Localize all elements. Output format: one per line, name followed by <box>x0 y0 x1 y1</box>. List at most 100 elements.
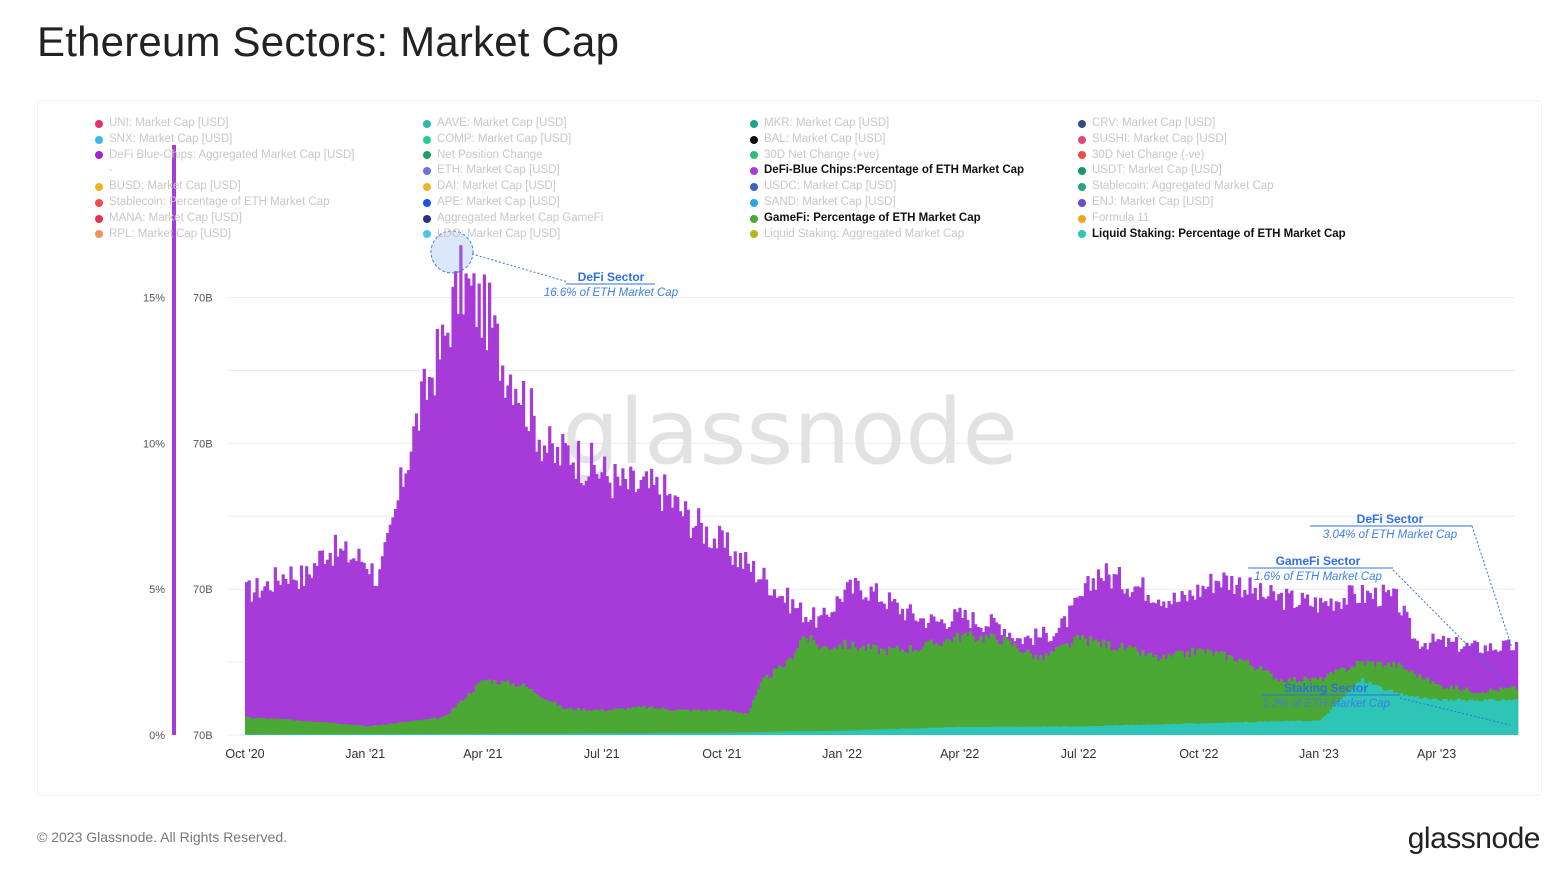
legend-item[interactable]: ETH: Market Cap [USD] <box>423 163 603 179</box>
chart-annotation: Staking Sector 1.2% of ETH Market Cap <box>1262 681 1511 726</box>
annotation-title: GameFi Sector <box>1276 554 1361 568</box>
legend-item[interactable]: DAI: Market Cap [USD] <box>423 179 603 195</box>
data-bar <box>1238 658 1242 735</box>
data-bar <box>707 732 711 735</box>
data-bar <box>663 733 667 735</box>
data-bar <box>1151 657 1155 735</box>
legend-item[interactable]: 30D Net Change (+ve) <box>750 148 1024 164</box>
data-bar <box>446 733 450 735</box>
data-bar <box>1146 653 1150 735</box>
data-bar <box>872 644 876 735</box>
legend-item[interactable]: - <box>95 163 354 179</box>
legend-item[interactable]: DeFi Blue-Chips: Aggregated Market Cap [… <box>95 148 354 164</box>
data-bar <box>955 632 959 735</box>
data-bar <box>1021 653 1025 735</box>
data-bar <box>1078 639 1082 735</box>
legend-item[interactable]: SAND: Market Cap [USD] <box>750 195 1024 211</box>
data-bar <box>532 733 536 735</box>
legend-item[interactable]: GameFi: Percentage of ETH Market Cap <box>750 211 1024 227</box>
data-bar <box>929 639 933 735</box>
legend-item[interactable]: MANA: Market Cap [USD] <box>95 211 354 227</box>
data-bar <box>992 726 996 735</box>
data-bar <box>1319 720 1323 735</box>
data-bar <box>440 716 445 735</box>
data-bar <box>331 722 335 735</box>
data-bar <box>1423 697 1427 735</box>
data-bar <box>498 380 502 735</box>
data-bar <box>490 327 494 735</box>
legend-item[interactable]: Net Position Change <box>423 148 603 164</box>
data-bar <box>271 591 275 735</box>
data-bar <box>801 635 805 735</box>
data-bar <box>1206 648 1210 735</box>
data-bar <box>796 648 800 735</box>
data-bar <box>1504 640 1508 735</box>
data-bar <box>994 639 999 735</box>
legend-item[interactable]: RPL: Market Cap [USD] <box>95 227 354 243</box>
data-bar <box>1258 665 1263 735</box>
data-bar <box>668 493 672 735</box>
legend-item[interactable]: USDC: Market Cap [USD] <box>750 179 1024 195</box>
legend-item[interactable]: BAL: Market Cap [USD] <box>750 132 1024 148</box>
data-bar <box>919 728 923 735</box>
legend-item[interactable]: APE: Market Cap [USD] <box>423 195 603 211</box>
data-bar <box>448 347 453 735</box>
data-bar <box>383 542 387 735</box>
data-bar <box>1332 674 1336 735</box>
data-bar <box>576 440 581 735</box>
legend-item[interactable]: COMP: Market Cap [USD] <box>423 132 603 148</box>
data-bar <box>1235 722 1239 735</box>
data-bar <box>563 443 568 735</box>
legend-item[interactable]: Stablecoin: Percentage of ETH Market Cap <box>95 195 354 211</box>
data-bar <box>670 710 675 735</box>
legend-item[interactable]: SNX: Market Cap [USD] <box>95 132 354 148</box>
data-bar <box>433 395 437 735</box>
x-tick-label: Oct '20 <box>225 747 264 761</box>
legend-item[interactable]: CRV: Market Cap [USD] <box>1078 116 1346 132</box>
legend-item[interactable]: MKR: Market Cap [USD] <box>750 116 1024 132</box>
data-bar <box>529 388 534 735</box>
legend-item[interactable]: ENJ: Market Cap [USD] <box>1078 195 1346 211</box>
data-bar <box>1130 724 1135 735</box>
data-bar <box>626 489 630 735</box>
legend-item[interactable]: AAVE: Market Cap [USD] <box>423 116 603 132</box>
data-bar <box>657 709 662 735</box>
legend-item[interactable]: UNI: Market Cap [USD] <box>95 116 354 132</box>
legend-item[interactable]: Liquid Staking: Aggregated Market Cap <box>750 227 1024 243</box>
data-bar <box>540 733 544 735</box>
data-bar <box>1224 660 1229 735</box>
data-bar <box>1128 645 1132 735</box>
data-bar <box>1298 720 1302 735</box>
legend-item[interactable]: Formula 11 <box>1078 211 1346 227</box>
brand-logo[interactable]: glassnode <box>1407 822 1541 855</box>
legend-item[interactable]: 30D Net Change (-ve) <box>1078 148 1346 164</box>
x-tick-label: Apr '23 <box>1417 747 1456 761</box>
data-bar <box>1162 654 1166 735</box>
data-bar <box>699 710 703 735</box>
data-bar <box>506 680 510 735</box>
legend-column: CRV: Market Cap [USD] SUSHI: Market Cap [… <box>1078 116 1346 242</box>
data-bar <box>702 732 706 735</box>
data-bar <box>853 647 858 735</box>
legend-item[interactable]: LDO: Market Cap [USD] <box>423 227 603 243</box>
legend-item[interactable]: DeFi-Blue Chips:Percentage of ETH Market… <box>750 163 1024 179</box>
legend-item[interactable]: USDT: Market Cap [USD] <box>1078 163 1346 179</box>
data-bar <box>1261 596 1265 735</box>
data-bar <box>1389 596 1393 735</box>
data-bar <box>1235 584 1239 735</box>
data-bar <box>712 732 716 735</box>
legend-item[interactable]: Liquid Staking: Percentage of ETH Market… <box>1078 227 1346 243</box>
data-bar <box>592 733 596 735</box>
data-bar <box>548 701 552 735</box>
legend-item[interactable]: Aggregated Market Cap GameFi <box>423 211 603 227</box>
data-bar <box>582 708 586 735</box>
legend-item[interactable]: BUSD: Market Cap [USD] <box>95 179 354 195</box>
data-bar <box>1214 723 1218 735</box>
legend-label: Liquid Staking: Percentage of ETH Market… <box>1092 227 1346 240</box>
data-bar <box>1350 688 1354 735</box>
legend-item[interactable]: SUSHI: Market Cap [USD] <box>1078 132 1346 148</box>
legend-item[interactable]: Stablecoin: Aggregated Market Cap <box>1078 179 1346 195</box>
data-bar <box>1379 686 1383 735</box>
data-bar <box>339 734 343 735</box>
data-bar <box>1298 681 1302 735</box>
